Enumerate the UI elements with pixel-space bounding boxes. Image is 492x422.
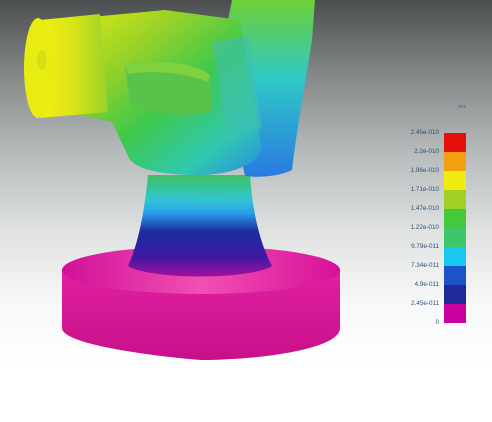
legend-swatch xyxy=(444,171,466,190)
legend-tick-label: 9.79e-011 xyxy=(379,243,439,251)
legend-swatch xyxy=(444,152,466,171)
legend-tick-label: 1.71e-010 xyxy=(379,186,439,194)
legend-tick-label: 0 xyxy=(379,319,439,327)
legend-swatch xyxy=(444,190,466,209)
3d-viewport[interactable] xyxy=(0,0,492,370)
legend-swatch xyxy=(444,247,466,266)
legend-swatch xyxy=(444,304,466,323)
legend-swatch xyxy=(444,285,466,304)
legend-tick-label: 7.34e-011 xyxy=(379,262,439,270)
legend-swatch xyxy=(444,209,466,228)
legend-tick-label: 1.22e-010 xyxy=(379,224,439,232)
deformation-model xyxy=(0,0,492,370)
legend-tick-label: 4.9e-011 xyxy=(379,281,439,289)
legend-tick-label: 2.45e-011 xyxy=(379,300,439,308)
legend-swatch xyxy=(444,266,466,285)
legend-unit-label: mm xyxy=(458,104,466,110)
legend-swatch xyxy=(444,228,466,247)
legend-tick-label: 2.45e-010 xyxy=(379,129,439,137)
legend-tick-label: 2.2e-010 xyxy=(379,148,439,156)
legend-tick-label: 1.47e-010 xyxy=(379,205,439,213)
legend-tick-label: 1.96e-010 xyxy=(379,167,439,175)
legend-color-bar xyxy=(444,133,466,323)
legend-swatch xyxy=(444,133,466,152)
